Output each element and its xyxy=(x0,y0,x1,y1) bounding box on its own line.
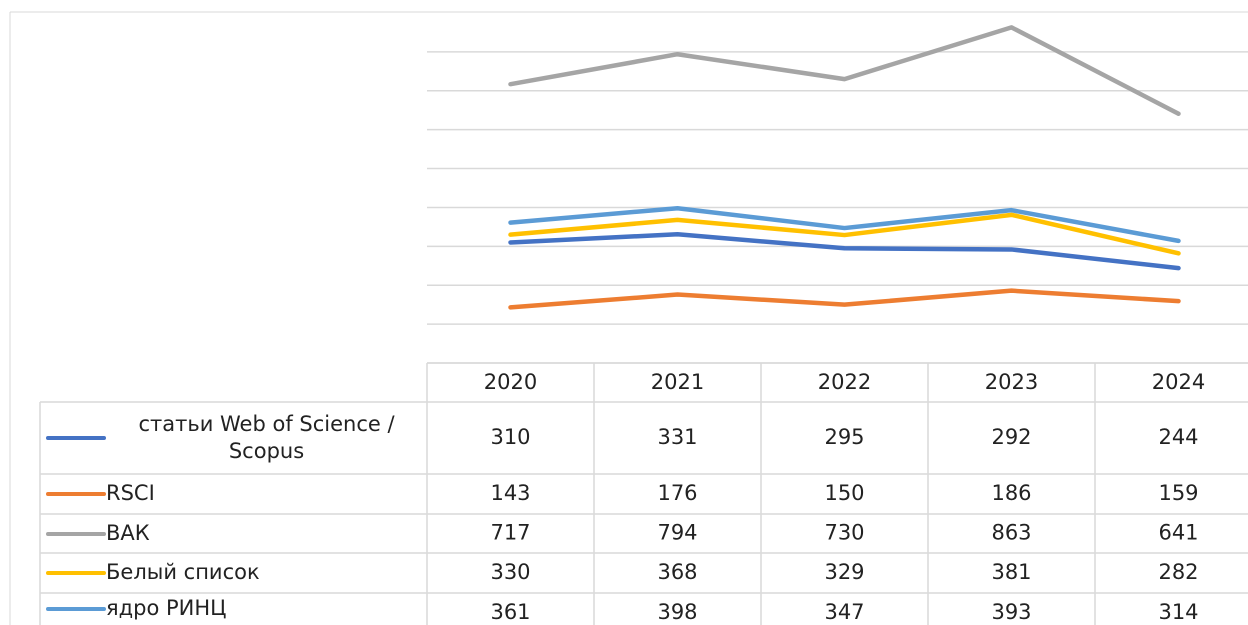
table-value: 331 xyxy=(657,425,697,449)
table-value: 368 xyxy=(657,560,697,584)
table-value: 730 xyxy=(824,521,864,545)
line-series xyxy=(508,205,1181,244)
line-series xyxy=(508,212,1181,256)
legend-label: RSCI xyxy=(106,481,155,506)
legend-entry: ВАК xyxy=(40,514,427,553)
legend-cell: RSCI xyxy=(40,474,427,514)
table-value: 863 xyxy=(991,521,1031,545)
legend-swatch xyxy=(46,607,106,611)
x-tick-label: 2023 xyxy=(985,370,1038,394)
line-series xyxy=(508,232,1181,271)
line-series xyxy=(508,25,1181,116)
table-value: 143 xyxy=(490,481,530,505)
legend-entry: RSCI xyxy=(40,474,427,514)
table-value: 310 xyxy=(490,425,530,449)
table-value: 282 xyxy=(1158,560,1198,584)
x-tick-label: 2021 xyxy=(651,370,704,394)
line-series xyxy=(508,288,1181,310)
legend-cell: Белый список xyxy=(40,553,427,593)
table-value: 150 xyxy=(824,481,864,505)
table-value: 292 xyxy=(991,425,1031,449)
table-value: 244 xyxy=(1158,425,1198,449)
legend-entry: Белый список xyxy=(40,553,427,593)
table-value: 329 xyxy=(824,560,864,584)
legend-entry: ядро РИНЦ xyxy=(40,593,427,625)
table-value: 393 xyxy=(991,600,1031,624)
table-value: 330 xyxy=(490,560,530,584)
legend-cell: ВАК xyxy=(40,514,427,553)
x-tick-label: 2020 xyxy=(484,370,537,394)
legend-swatch xyxy=(46,571,106,575)
legend-entry: статьи Web of Science / Scopus xyxy=(40,402,427,474)
table-value: 186 xyxy=(991,481,1031,505)
table-value: 361 xyxy=(490,600,530,624)
x-tick-label: 2024 xyxy=(1152,370,1205,394)
table-value: 717 xyxy=(490,521,530,545)
table-value: 295 xyxy=(824,425,864,449)
legend-swatch xyxy=(46,492,106,496)
table-value: 314 xyxy=(1158,600,1198,624)
table-value: 347 xyxy=(824,600,864,624)
legend-label: ядро РИНЦ xyxy=(106,596,227,621)
legend-swatch xyxy=(46,436,106,440)
table-value: 176 xyxy=(657,481,697,505)
table-value: 381 xyxy=(991,560,1031,584)
legend-label: Белый список xyxy=(106,560,260,585)
table-value: 159 xyxy=(1158,481,1198,505)
legend-label: ВАК xyxy=(106,520,150,545)
x-tick-label: 2022 xyxy=(818,370,871,394)
legend-cell: ядро РИНЦ xyxy=(40,593,427,625)
table-value: 794 xyxy=(657,521,697,545)
legend-label: статьи Web of Science / Scopus xyxy=(138,411,395,463)
legend-cell: статьи Web of Science / Scopus xyxy=(40,402,427,474)
legend-swatch xyxy=(46,531,106,536)
table-value: 398 xyxy=(657,600,697,624)
table-value: 641 xyxy=(1158,521,1198,545)
